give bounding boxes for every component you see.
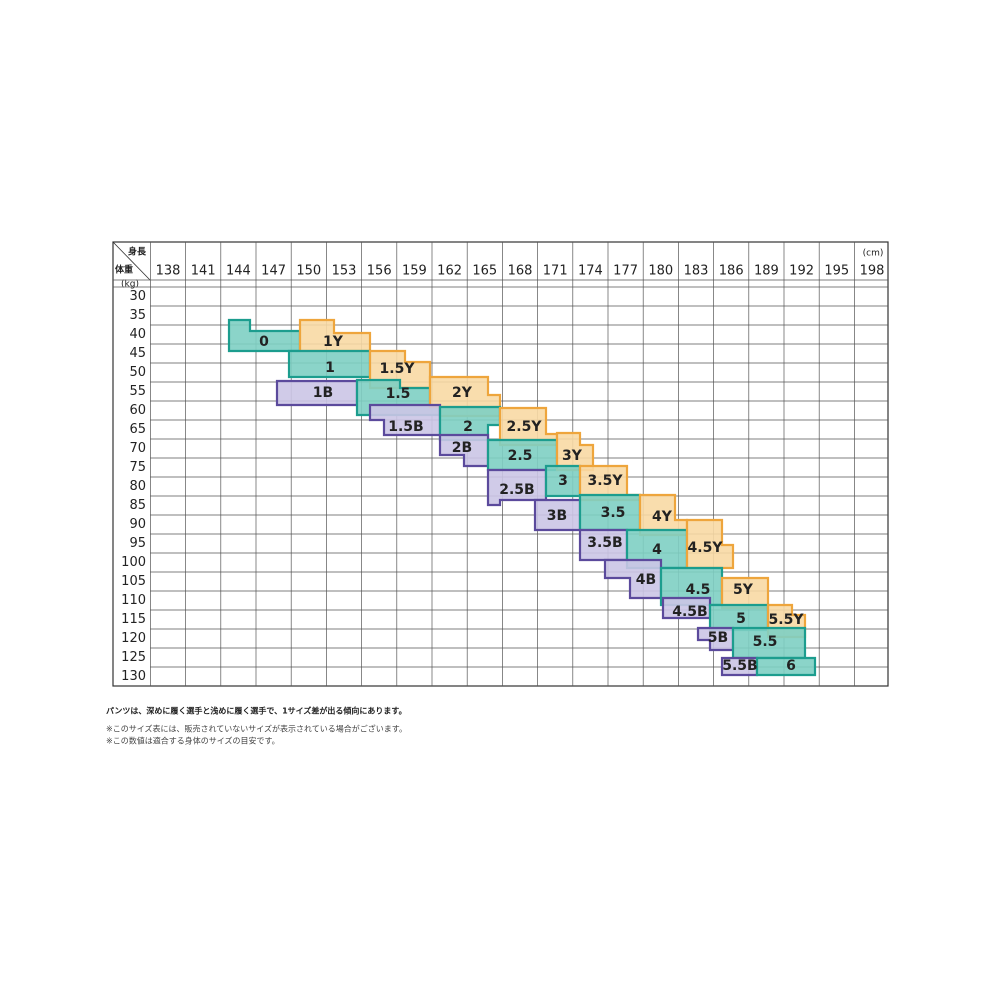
column-label: 189 — [754, 264, 779, 279]
row-label: 90 — [129, 517, 146, 532]
size-region — [368, 403, 442, 437]
column-label: 168 — [508, 264, 533, 279]
column-label: 195 — [824, 264, 849, 279]
size-label: 3.5Y — [588, 473, 624, 489]
row-label: 45 — [129, 346, 146, 361]
size-label: 3Y — [562, 448, 583, 464]
column-label: 186 — [719, 264, 744, 279]
size-label: 2B — [452, 440, 472, 456]
note: ※このサイズ表には、販売されていないサイズが表示されている場合がございます。 — [106, 724, 407, 734]
row-label: 65 — [129, 422, 146, 437]
note-main: パンツは、深めに履く選手と浅めに履く選手で、1サイズ差が出る傾向にあります。 — [106, 706, 407, 716]
size-label: 2.5Y — [507, 419, 543, 435]
size-label: 5.5 — [753, 634, 778, 650]
column-label: 138 — [156, 264, 181, 279]
row-label: 100 — [121, 555, 146, 570]
row-label: 30 — [129, 289, 146, 304]
column-label: 174 — [578, 264, 603, 279]
height-label: 身長 — [128, 246, 147, 258]
row-label: 55 — [129, 384, 146, 399]
size-label: 1.5 — [386, 386, 411, 402]
weight-label: 体重 — [115, 264, 133, 276]
size-label: 1.5B — [388, 419, 423, 435]
size-label: 2.5 — [508, 448, 533, 464]
size-label: 0 — [259, 334, 269, 350]
row-label: 125 — [121, 650, 146, 665]
column-label: 162 — [437, 264, 462, 279]
size-label: 2 — [463, 419, 473, 435]
column-label: 141 — [191, 264, 216, 279]
row-label: 95 — [129, 536, 146, 551]
weight-unit: (kg) — [121, 280, 139, 290]
size-label: 4.5 — [686, 582, 711, 598]
row-label: 110 — [121, 593, 146, 608]
size-label: 1 — [325, 360, 335, 376]
row-label: 85 — [129, 498, 146, 513]
size-label: 5.5Y — [769, 612, 805, 628]
header-diagonal — [112, 241, 151, 281]
column-label: 144 — [226, 264, 251, 279]
size-label: 3.5B — [587, 535, 622, 551]
row-label: 130 — [121, 669, 146, 684]
column-label: 180 — [648, 264, 673, 279]
column-label: 171 — [543, 264, 568, 279]
column-label: 153 — [332, 264, 357, 279]
column-label: 165 — [472, 264, 497, 279]
row-label: 105 — [121, 574, 146, 589]
size-label: 1.5Y — [380, 361, 416, 377]
row-label: 50 — [129, 365, 146, 380]
size-label: 6 — [786, 658, 796, 674]
size-label: 5Y — [733, 582, 754, 598]
row-label: 40 — [129, 327, 146, 342]
row-label: 70 — [129, 441, 146, 456]
row-label: 80 — [129, 479, 146, 494]
row-label: 115 — [121, 612, 146, 627]
size-label: 4.5B — [672, 604, 707, 620]
column-label: 177 — [613, 264, 638, 279]
size-label: 4 — [652, 542, 662, 558]
size-label: 1B — [313, 385, 333, 401]
size-label: 3.5 — [601, 505, 626, 521]
size-label: 5B — [708, 630, 728, 646]
size-label: 5 — [736, 611, 746, 627]
column-label: 156 — [367, 264, 392, 279]
note: ※この数値は適合する身体のサイズの目安です。 — [106, 736, 280, 746]
size-label: 4.5Y — [688, 540, 724, 556]
size-region — [603, 558, 663, 600]
column-label: 183 — [684, 264, 709, 279]
size-label: 4Y — [652, 509, 673, 525]
size-label: 3 — [558, 473, 568, 489]
column-label: 150 — [296, 264, 321, 279]
row-label: 120 — [121, 631, 146, 646]
row-label: 60 — [129, 403, 146, 418]
size-region — [438, 433, 490, 468]
size-region — [755, 656, 817, 677]
size-label: 2Y — [452, 385, 473, 401]
column-label: 192 — [789, 264, 814, 279]
column-label: 159 — [402, 264, 427, 279]
size-label: 4B — [636, 572, 656, 588]
size-label: 2.5B — [499, 482, 534, 498]
column-label: 198 — [860, 264, 885, 279]
column-label: 147 — [261, 264, 286, 279]
height-unit: (cm) — [863, 249, 884, 259]
size-label: 3B — [547, 508, 567, 524]
size-label: 1Y — [323, 334, 344, 350]
row-label: 35 — [129, 308, 146, 323]
row-label: 75 — [129, 460, 146, 475]
size-label: 5.5B — [722, 658, 757, 674]
